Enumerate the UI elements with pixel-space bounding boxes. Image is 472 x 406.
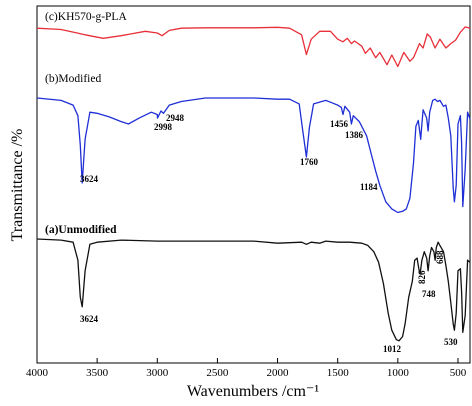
series-line-b	[36, 97, 471, 214]
peak-label-3624-modified: 3624	[80, 174, 99, 184]
series-line-c	[36, 26, 471, 68]
series-line-a	[36, 238, 471, 342]
peak-label-688: 688	[435, 250, 445, 264]
x-axis-ticks: 4000 3500 3000 2500 2000 1500 1000 500	[26, 358, 467, 379]
y-axis-label: Transmittance /%	[9, 129, 26, 242]
peak-label-1012: 1012	[383, 344, 402, 354]
peak-label-1456: 1456	[330, 119, 349, 129]
x-tick-label: 500	[450, 367, 467, 379]
peak-label-1386: 1386	[345, 130, 364, 140]
peak-label-530: 530	[444, 337, 458, 347]
series-lines	[36, 26, 471, 342]
peak-label-1184: 1184	[360, 182, 378, 192]
x-tick-label: 1500	[327, 367, 350, 379]
x-tick-label: 3000	[146, 367, 169, 379]
series-label-c: (c)KH570-g-PLA	[45, 11, 127, 23]
series-label-b: (b)Modified	[45, 73, 101, 85]
x-tick-label: 3500	[86, 367, 109, 379]
series-labels: (c)KH570-g-PLA (b)Modified (a)Unmodified	[45, 11, 127, 236]
peak-label-748: 748	[422, 289, 436, 299]
x-tick-label: 4000	[26, 367, 49, 379]
x-tick-label: 1000	[387, 367, 410, 379]
plot-frame	[36, 5, 471, 364]
x-axis-label: Wavenumbers /cm⁻¹	[187, 383, 320, 400]
x-tick-label: 2500	[206, 367, 229, 379]
peak-label-826: 826	[417, 270, 427, 284]
series-label-a: (a)Unmodified	[45, 224, 117, 236]
peak-label-2998: 2998	[154, 122, 173, 132]
peak-label-3624-unmodified: 3624	[80, 314, 99, 324]
peak-annotations: 2998 2948 1760 1456 1386 1184 3624 3624 …	[80, 113, 458, 354]
peak-label-2948: 2948	[166, 113, 185, 123]
x-tick-label: 2000	[267, 367, 290, 379]
peak-label-1760: 1760	[300, 157, 319, 167]
